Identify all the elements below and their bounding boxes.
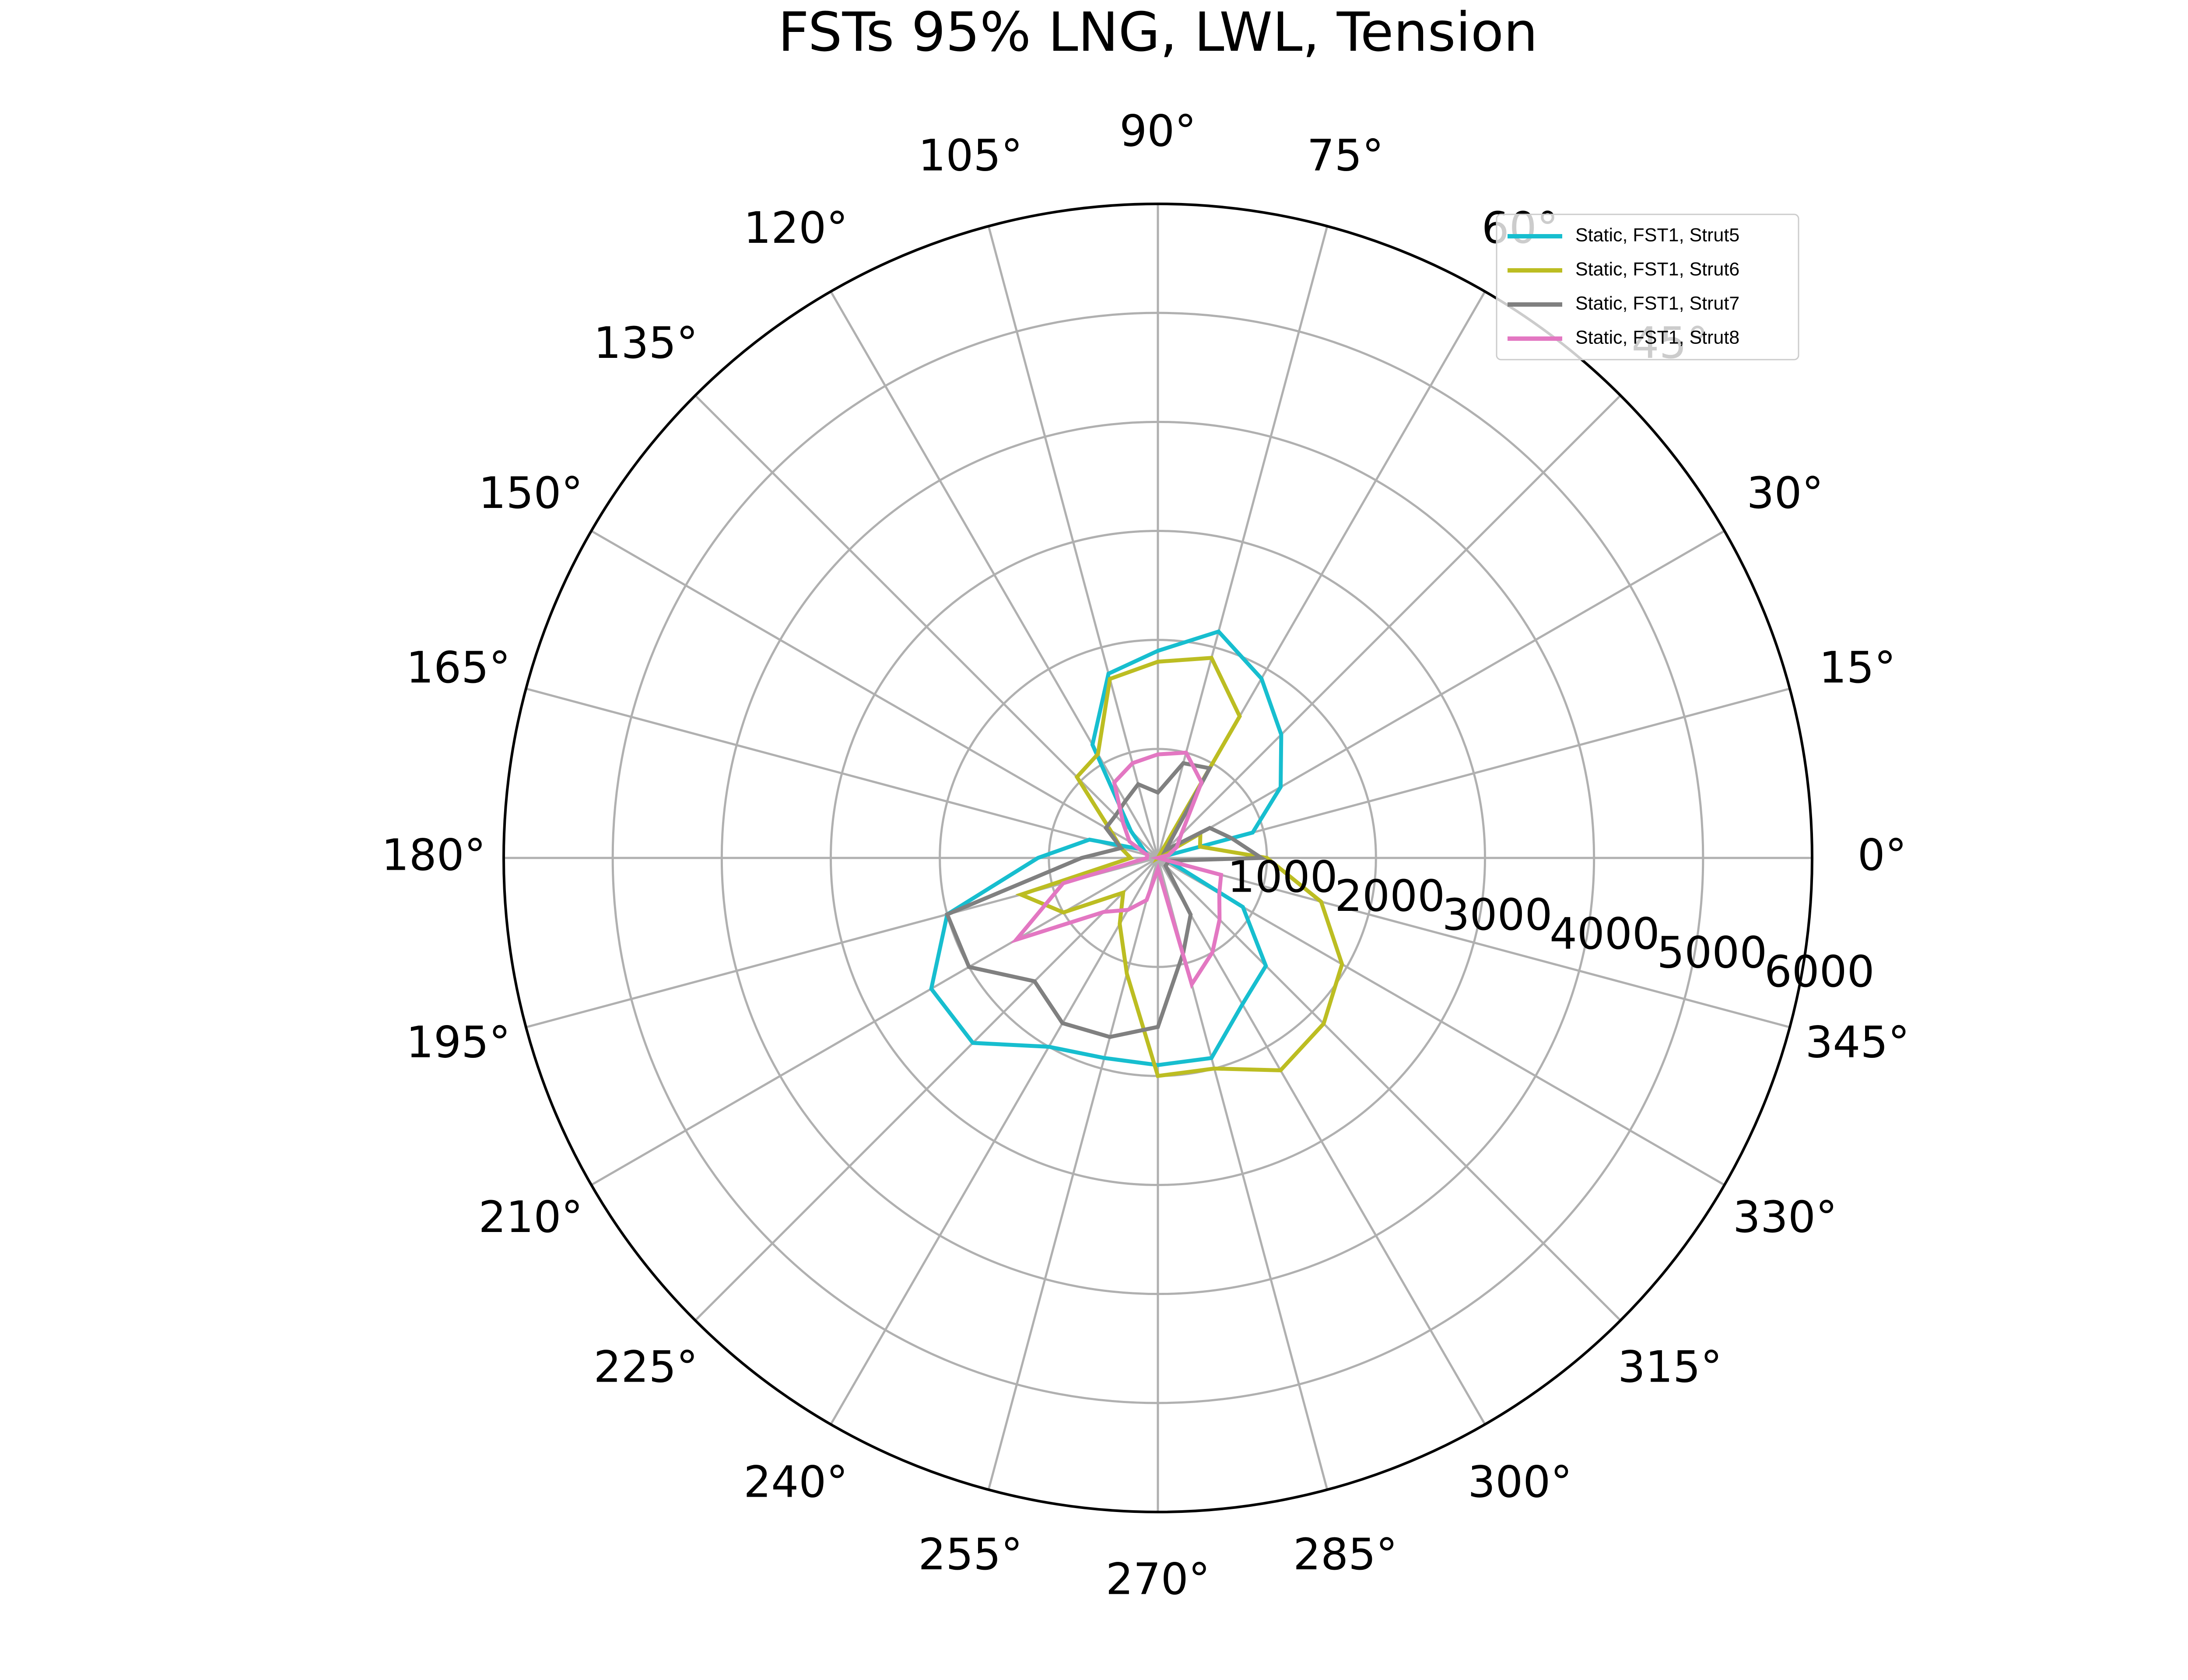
series-lines [929, 629, 1344, 1078]
theta-tick-label: 75° [1307, 131, 1384, 181]
theta-tick-label: 210° [478, 1192, 582, 1242]
grid-spoke [1157, 857, 1725, 1186]
legend: Static, FST1, Strut5 Static, FST1, Strut6… [1496, 214, 1799, 360]
legend-label: Static, FST1, Strut5 [1575, 224, 1739, 245]
grid-spoke [591, 857, 1159, 1186]
r-tick-label: 5000 [1657, 928, 1767, 978]
grid-spoke [987, 226, 1159, 858]
series-line-strut6 [1015, 655, 1344, 1078]
r-tick-label: 6000 [1764, 947, 1875, 997]
legend-box [1496, 214, 1799, 360]
theta-tick-label: 315° [1618, 1342, 1722, 1393]
legend-label: Static, FST1, Strut7 [1575, 293, 1739, 314]
theta-tick-label: 330° [1733, 1192, 1837, 1242]
theta-tick-label: 180° [382, 830, 486, 880]
r-tick-label: 1000 [1227, 852, 1338, 903]
grid-spoke [1157, 857, 1486, 1425]
grid-spoke [987, 858, 1159, 1490]
theta-tick-label: 0° [1858, 830, 1907, 880]
grid-spoke [526, 857, 1158, 1029]
grid-spoke [830, 857, 1159, 1425]
grid-spoke [591, 530, 1159, 859]
theta-tick-label: 15° [1819, 643, 1896, 693]
theta-tick-label: 150° [478, 468, 582, 518]
theta-tick-label: 105° [918, 131, 1022, 181]
polar-grid [504, 204, 1812, 1512]
r-tick-label: 4000 [1550, 909, 1660, 959]
grid-spoke [830, 291, 1159, 859]
theta-tick-label: 270° [1106, 1554, 1210, 1604]
r-tick-label: 2000 [1335, 871, 1445, 921]
theta-tick-label: 285° [1293, 1530, 1397, 1580]
grid-spoke [1157, 530, 1725, 859]
polar-frame [502, 203, 1813, 1513]
theta-tick-label: 90° [1119, 106, 1196, 156]
grid-spoke [1157, 857, 1621, 1321]
theta-tick-label: 345° [1805, 1018, 1909, 1068]
series-line-strut5 [929, 629, 1283, 1067]
theta-tick-label: 165° [406, 643, 510, 693]
theta-tick-label: 135° [594, 318, 698, 368]
grid-spoke [526, 687, 1158, 859]
legend-label: Static, FST1, Strut6 [1575, 259, 1739, 280]
grid-spoke [694, 395, 1159, 859]
grid-spoke [1157, 857, 1790, 1029]
theta-tick-label: 30° [1747, 468, 1823, 518]
grid-spoke [1157, 687, 1790, 859]
legend-label: Static, FST1, Strut8 [1575, 327, 1739, 348]
grid-spoke [1157, 395, 1621, 859]
r-tick-label: 3000 [1442, 890, 1553, 940]
theta-tick-label: 300° [1468, 1457, 1572, 1508]
theta-tick-label: 120° [743, 203, 848, 253]
theta-tick-label: 225° [594, 1342, 698, 1393]
theta-tick-label: 255° [918, 1530, 1022, 1580]
theta-tick-label: 240° [743, 1457, 848, 1508]
series-line-strut7 [944, 761, 1268, 1039]
theta-tick-label: 195° [406, 1018, 510, 1068]
series-line-strut8 [1010, 750, 1224, 989]
chart-title: FSTs 95% LNG, LWL, Tension [778, 1, 1538, 64]
grid-spoke [694, 857, 1159, 1321]
